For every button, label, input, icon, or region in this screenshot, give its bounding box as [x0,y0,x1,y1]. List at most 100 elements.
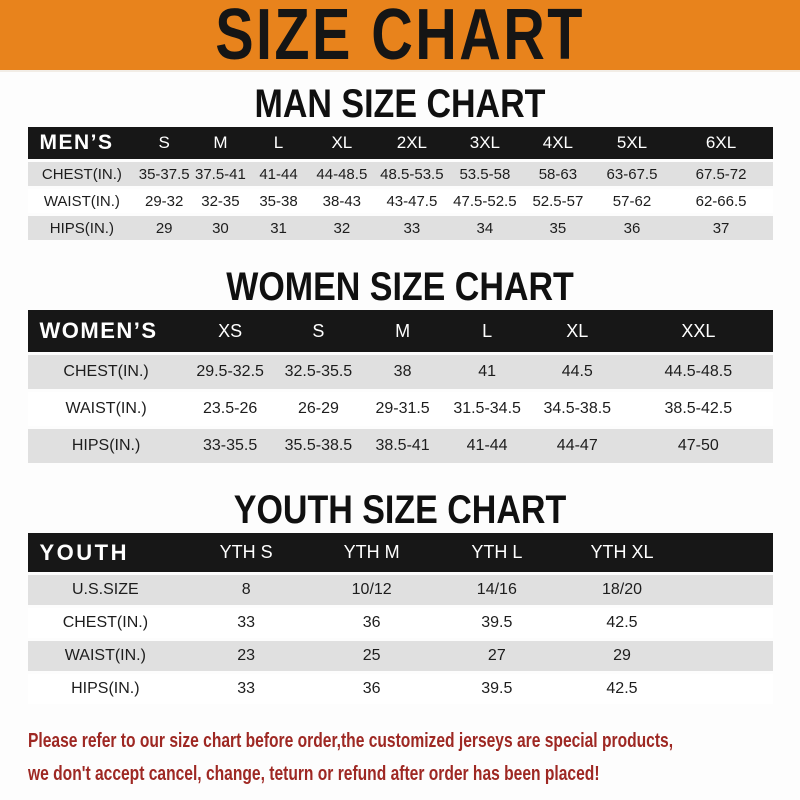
size-value-cell: 26-29 [275,392,362,426]
size-value-cell: 10/12 [309,575,435,605]
size-value-cell: 37.5-41 [192,162,249,186]
row-label: CHEST(IN.) [27,608,184,638]
column-header: 2XL [375,127,449,159]
disclaimer-line-1: Please refer to our size chart before or… [28,730,674,752]
size-value-cell: 48.5-53.5 [375,162,449,186]
size-value-cell: 53.5-58 [448,162,522,186]
size-value-cell: 8 [183,575,310,605]
column-header: S [136,127,193,159]
size-value-cell: 44-47 [530,429,625,463]
men-table-header-row: MEN’S S M L XL 2XL 3XL 4XL 5XL 6XL [27,127,773,159]
size-value-cell: 31 [248,216,309,240]
size-value-cell: 38.5-42.5 [624,392,773,426]
size-value-cell: 18/20 [559,575,685,605]
size-value-cell: 43-47.5 [375,189,449,213]
size-value-cell: 36 [309,674,435,704]
women-table-header-row: WOMEN’S XS S M L XL XXL [27,310,773,352]
size-value-cell: 31.5-34.5 [443,392,531,426]
order-disclaimer: Please refer to our size chart before or… [28,725,800,791]
size-value-cell: 44.5 [530,355,625,389]
size-value-cell: 37 [669,216,773,240]
women-table-row: WAIST(IN.) 23.5-26 26-29 29-31.5 31.5-34.5 34… [27,392,773,426]
women-table-title: WOMEN’S [27,310,185,352]
size-value-cell: 34.5-38.5 [530,392,625,426]
size-value-cell: 29 [136,216,193,240]
column-header: YTH XL [559,533,685,572]
men-table-row: WAIST(IN.) 29-32 32-35 35-38 38-43 43-47.5 47.… [27,189,773,213]
size-value-cell: 52.5-57 [521,189,595,213]
men-table-row: CHEST(IN.) 35-37.5 37.5-41 41-44 44-48.5 48.5… [27,162,773,186]
column-header: XS [184,310,276,352]
women-size-table: WOMEN’S XS S M L XL XXL CHEST(IN.) 29.5-32.5 32.5… [27,307,773,466]
youth-size-table: YOUTH YTH S YTH M YTH L YTH XL U.S.SIZE 8 10/12… [27,530,773,707]
size-value-cell: 33 [183,674,310,704]
disclaimer-line-2: we don't accept cancel, change, teturn o… [28,763,600,785]
row-filler-cell [684,641,773,671]
row-label: HIPS(IN.) [27,216,137,240]
row-label: WAIST(IN.) [27,189,137,213]
row-label: CHEST(IN.) [27,162,137,186]
size-value-cell: 35-37.5 [136,162,193,186]
size-value-cell: 42.5 [559,674,685,704]
column-header: M [192,127,249,159]
size-charts-container: MAN SIZE CHART MEN’S S M L XL 2XL 3XL 4XL 5XL 6XL C… [0,84,800,707]
size-value-cell: 41-44 [443,429,531,463]
size-value-cell: 23.5-26 [184,392,276,426]
size-value-cell: 29-31.5 [361,392,444,426]
column-header: L [443,310,531,352]
size-value-cell: 32-35 [192,189,249,213]
youth-table-header-row: YOUTH YTH S YTH M YTH L YTH XL [27,533,773,572]
size-value-cell: 35.5-38.5 [275,429,362,463]
size-value-cell: 44.5-48.5 [624,355,773,389]
size-value-cell: 36 [594,216,670,240]
size-value-cell: 39.5 [434,608,560,638]
column-header: YTH M [309,533,435,572]
size-value-cell: 38 [361,355,444,389]
size-value-cell: 62-66.5 [669,189,773,213]
row-filler-cell [684,575,773,605]
size-value-cell: 29-32 [136,189,193,213]
women-section-heading: WOMEN SIZE CHART [226,265,574,309]
row-filler-cell [684,674,773,704]
size-value-cell: 33 [183,608,310,638]
size-value-cell: 25 [309,641,435,671]
column-header: 6XL [669,127,773,159]
row-label: HIPS(IN.) [27,674,184,704]
women-table-row: CHEST(IN.) 29.5-32.5 32.5-35.5 38 41 44.5 44.5… [27,355,773,389]
row-label: HIPS(IN.) [27,429,185,463]
column-header: 4XL [521,127,595,159]
size-value-cell: 33 [375,216,449,240]
header-filler-cell [684,533,773,572]
size-value-cell: 32 [308,216,376,240]
column-header: XL [530,310,625,352]
column-header: YTH L [434,533,560,572]
size-value-cell: 33-35.5 [184,429,276,463]
youth-table-row: U.S.SIZE 8 10/12 14/16 18/20 [27,575,773,605]
banner-title: SIZE CHART [215,0,585,75]
size-value-cell: 44-48.5 [308,162,376,186]
size-value-cell: 29.5-32.5 [184,355,276,389]
size-value-cell: 41 [443,355,531,389]
size-value-cell: 36 [309,608,435,638]
size-value-cell: 29 [559,641,685,671]
size-value-cell: 35 [521,216,595,240]
youth-table-row: CHEST(IN.) 33 36 39.5 42.5 [27,608,773,638]
size-value-cell: 42.5 [559,608,685,638]
column-header: 3XL [448,127,522,159]
men-table-title: MEN’S [27,127,137,159]
size-value-cell: 32.5-35.5 [275,355,362,389]
size-value-cell: 39.5 [434,674,560,704]
size-value-cell: 67.5-72 [669,162,773,186]
row-label: WAIST(IN.) [27,641,184,671]
youth-section-heading: YOUTH SIZE CHART [233,488,567,532]
size-chart-banner: SIZE CHART [0,0,800,72]
row-filler-cell [684,608,773,638]
youth-size-chart-section: YOUTH SIZE CHART YOUTH YTH S YTH M YTH L YTH … [0,490,800,707]
size-value-cell: 63-67.5 [594,162,670,186]
size-value-cell: 27 [434,641,560,671]
size-value-cell: 14/16 [434,575,560,605]
column-header: XL [308,127,376,159]
row-label: WAIST(IN.) [27,392,185,426]
men-size-chart-section: MAN SIZE CHART MEN’S S M L XL 2XL 3XL 4XL 5XL 6XL C… [0,84,800,243]
youth-table-title: YOUTH [27,533,184,572]
